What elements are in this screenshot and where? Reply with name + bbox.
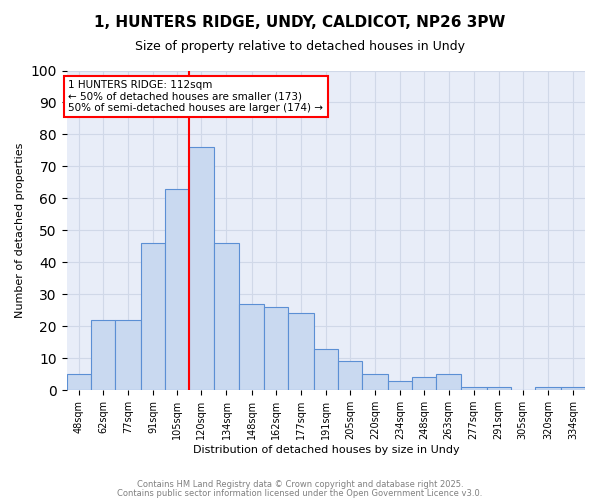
Text: 1, HUNTERS RIDGE, UNDY, CALDICOT, NP26 3PW: 1, HUNTERS RIDGE, UNDY, CALDICOT, NP26 3… bbox=[94, 15, 506, 30]
Text: Contains public sector information licensed under the Open Government Licence v3: Contains public sector information licen… bbox=[118, 488, 482, 498]
Bar bbox=[67, 374, 91, 390]
Bar bbox=[190, 147, 214, 390]
Bar bbox=[338, 362, 362, 390]
Bar bbox=[239, 304, 263, 390]
Text: 1 HUNTERS RIDGE: 112sqm
← 50% of detached houses are smaller (173)
50% of semi-d: 1 HUNTERS RIDGE: 112sqm ← 50% of detache… bbox=[68, 80, 323, 114]
Bar bbox=[141, 243, 165, 390]
Bar bbox=[91, 320, 115, 390]
Bar bbox=[214, 243, 239, 390]
Bar bbox=[362, 374, 388, 390]
Y-axis label: Number of detached properties: Number of detached properties bbox=[15, 142, 25, 318]
Bar bbox=[412, 378, 436, 390]
Bar bbox=[314, 348, 338, 390]
X-axis label: Distribution of detached houses by size in Undy: Distribution of detached houses by size … bbox=[193, 445, 459, 455]
Bar bbox=[388, 380, 412, 390]
Bar bbox=[436, 374, 461, 390]
Bar bbox=[487, 387, 511, 390]
Bar bbox=[263, 307, 288, 390]
Bar bbox=[115, 320, 141, 390]
Bar bbox=[535, 387, 561, 390]
Text: Contains HM Land Registry data © Crown copyright and database right 2025.: Contains HM Land Registry data © Crown c… bbox=[137, 480, 463, 489]
Bar bbox=[288, 314, 314, 390]
Bar bbox=[561, 387, 585, 390]
Bar bbox=[165, 189, 190, 390]
Text: Size of property relative to detached houses in Undy: Size of property relative to detached ho… bbox=[135, 40, 465, 53]
Bar bbox=[461, 387, 487, 390]
